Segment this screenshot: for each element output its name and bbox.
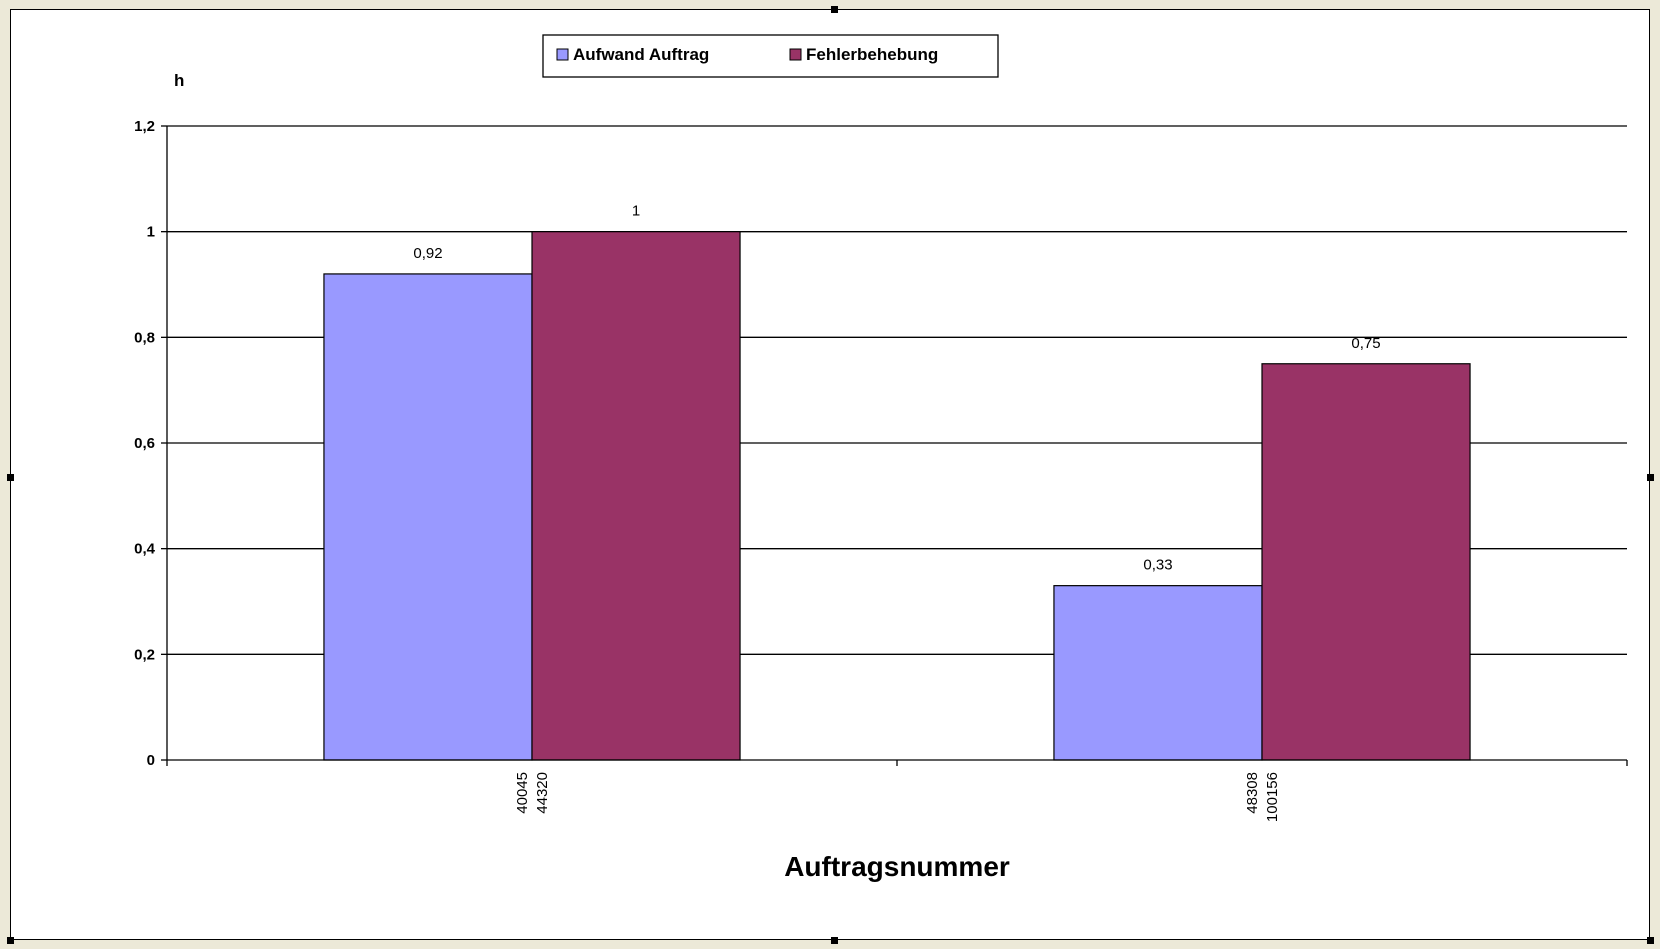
selection-handle-left[interactable] xyxy=(7,474,14,481)
bars xyxy=(323,231,1471,761)
y-axis-ticks: 0 0,2 0,4 0,6 0,8 1 1,2 xyxy=(134,118,167,769)
data-label: 0,92 xyxy=(413,245,442,262)
legend-box xyxy=(542,34,999,78)
bar-fehlerbehebung[interactable] xyxy=(1261,363,1471,761)
bar-aufwand-auftrag[interactable] xyxy=(323,273,533,761)
legend-label: Fehlerbehebung xyxy=(806,45,938,64)
y-tick-label: 1 xyxy=(147,224,155,241)
y-tick-label: 0,2 xyxy=(134,646,155,663)
data-labels: 0,92 1 0,33 0,75 xyxy=(413,203,1380,574)
y-tick-label: 1,2 xyxy=(134,118,155,135)
selection-handle-right[interactable] xyxy=(1647,474,1654,481)
legend[interactable]: Aufwand Auftrag Fehlerbehebung xyxy=(542,34,999,78)
y-tick-label: 0,8 xyxy=(134,329,155,346)
x-axis-ticks: 40045 44320 48308 100156 xyxy=(166,760,1628,822)
x-tick-label: 48308 xyxy=(1244,772,1261,814)
bar-aufwand-auftrag[interactable] xyxy=(1053,585,1263,761)
selection-handle-top[interactable] xyxy=(831,6,838,13)
selection-handle-bottom[interactable] xyxy=(831,937,838,944)
y-tick-label: 0,6 xyxy=(134,435,155,452)
x-tick-label: 100156 xyxy=(1264,772,1281,822)
x-axis-label: Auftragsnummer xyxy=(784,851,1010,882)
selection-handle-bottom-left[interactable] xyxy=(7,937,14,944)
x-tick-label: 44320 xyxy=(534,772,551,814)
selection-handle-bottom-right[interactable] xyxy=(1647,937,1654,944)
legend-swatch xyxy=(556,48,569,61)
bar-fehlerbehebung[interactable] xyxy=(531,231,741,761)
legend-label: Aufwand Auftrag xyxy=(573,45,709,64)
data-label: 0,75 xyxy=(1351,335,1380,352)
x-tick-label: 40045 xyxy=(514,772,531,814)
data-label: 1 xyxy=(632,203,640,220)
y-tick-label: 0,4 xyxy=(134,541,156,558)
y-tick-label: 0 xyxy=(147,752,155,769)
y-axis-label: h xyxy=(174,71,184,90)
data-label: 0,33 xyxy=(1143,557,1172,574)
legend-swatch xyxy=(789,48,802,61)
